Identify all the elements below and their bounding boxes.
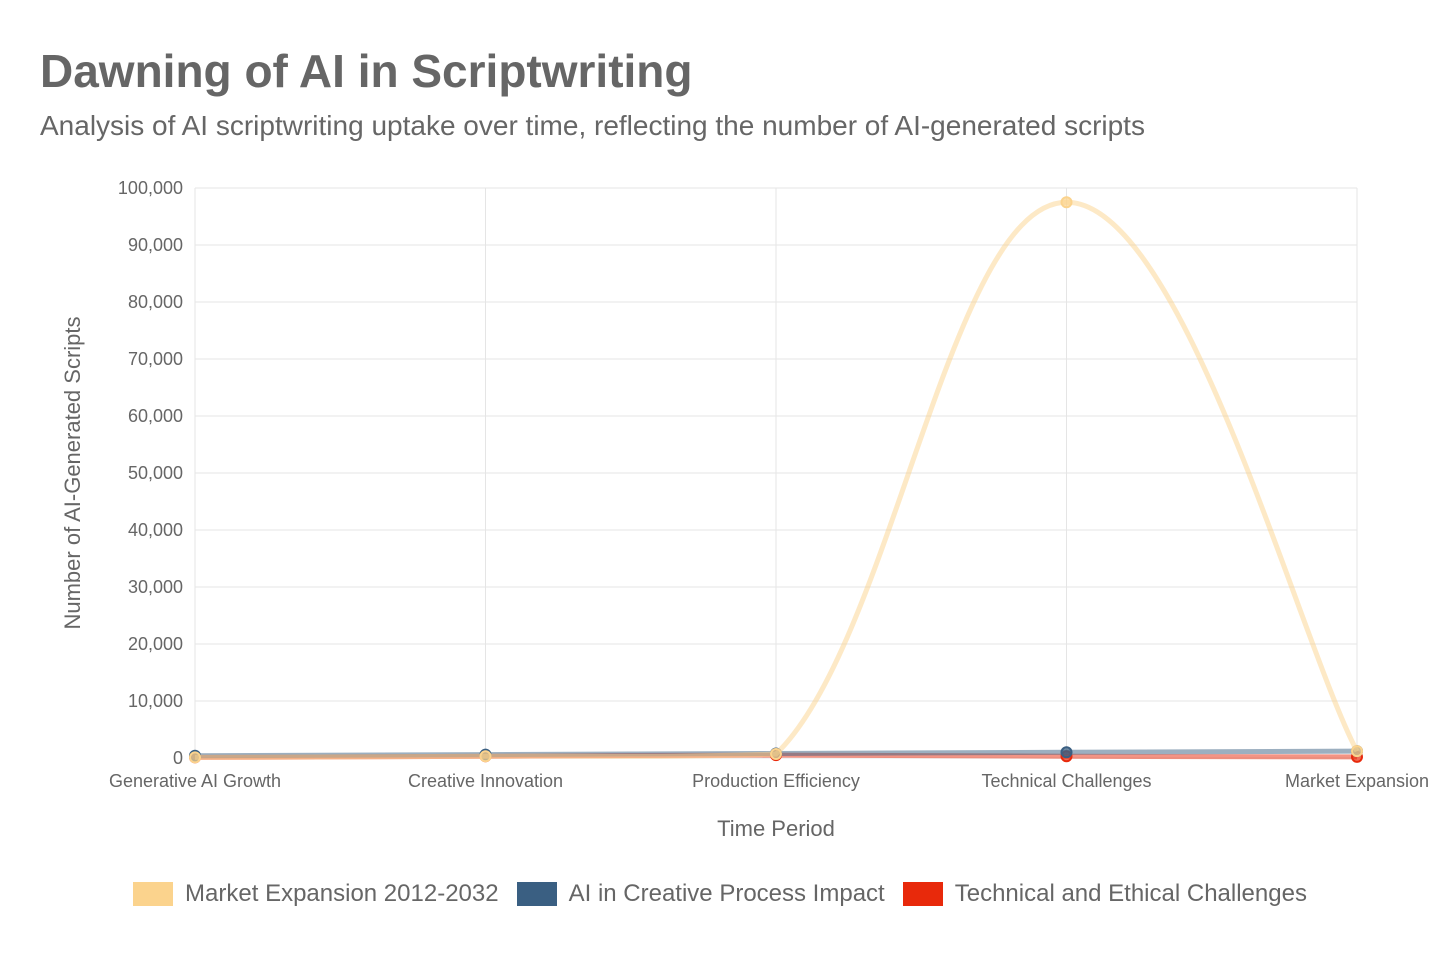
- data-point[interactable]: [1060, 746, 1073, 759]
- legend-swatch: [133, 882, 174, 906]
- x-tick-label: Generative AI Growth: [109, 771, 281, 791]
- y-tick-label: 100,000: [118, 178, 183, 198]
- legend-item[interactable]: AI in Creative Process Impact: [516, 880, 885, 908]
- x-tick-label: Market Expansion: [1285, 771, 1429, 791]
- legend: Market Expansion 2012-2032 AI in Creative…: [0, 880, 1440, 908]
- data-point[interactable]: [189, 751, 201, 764]
- series-0: [189, 196, 1363, 764]
- grid-lines: [194, 187, 1358, 759]
- legend-swatch: [516, 882, 557, 906]
- series-line: [194, 199, 1360, 760]
- y-tick-label: 20,000: [128, 634, 183, 654]
- y-tick-label: 90,000: [128, 235, 183, 255]
- y-tick-label: 80,000: [128, 292, 183, 312]
- legend-label: Technical and Ethical Challenges: [954, 880, 1307, 907]
- line-chart: 0 10,000 20,000 30,000 40,000 50,000 60,000 70,…: [60, 178, 1429, 841]
- y-tick-label: 40,000: [128, 520, 183, 540]
- legend-item[interactable]: Market Expansion 2012-2032: [133, 880, 499, 908]
- data-point[interactable]: [479, 750, 492, 763]
- legend-item[interactable]: Technical and Ethical Challenges: [902, 880, 1307, 908]
- data-point[interactable]: [1351, 745, 1363, 758]
- data-point[interactable]: [1060, 196, 1073, 209]
- legend-swatch: [902, 882, 943, 906]
- x-tick-label: Creative Innovation: [408, 771, 563, 791]
- y-tick-label: 0: [173, 748, 183, 768]
- y-tick-label: 30,000: [128, 577, 183, 597]
- legend-label: AI in Creative Process Impact: [568, 880, 885, 907]
- y-tick-label: 70,000: [128, 349, 183, 369]
- y-axis-title: Number of AI-Generated Scripts: [60, 316, 85, 629]
- data-point[interactable]: [770, 748, 782, 761]
- legend-label: Market Expansion 2012-2032: [185, 880, 499, 907]
- x-tick-label: Technical Challenges: [981, 771, 1151, 791]
- chart-title: Dawning of AI in Scriptwriting: [40, 45, 693, 97]
- y-tick-label: 10,000: [128, 691, 183, 711]
- chart-subtitle: Analysis of AI scriptwriting uptake over…: [40, 110, 1145, 141]
- x-axis-title: Time Period: [717, 816, 835, 841]
- series-lines: [189, 196, 1363, 764]
- y-tick-label: 60,000: [128, 406, 183, 426]
- y-tick-labels: 0 10,000 20,000 30,000 40,000 50,000 60,000 70,…: [118, 178, 183, 768]
- x-tick-label: Production Efficiency: [692, 771, 860, 791]
- y-tick-label: 50,000: [128, 463, 183, 483]
- x-tick-labels: Generative AI Growth Creative Innovation P…: [109, 771, 1429, 791]
